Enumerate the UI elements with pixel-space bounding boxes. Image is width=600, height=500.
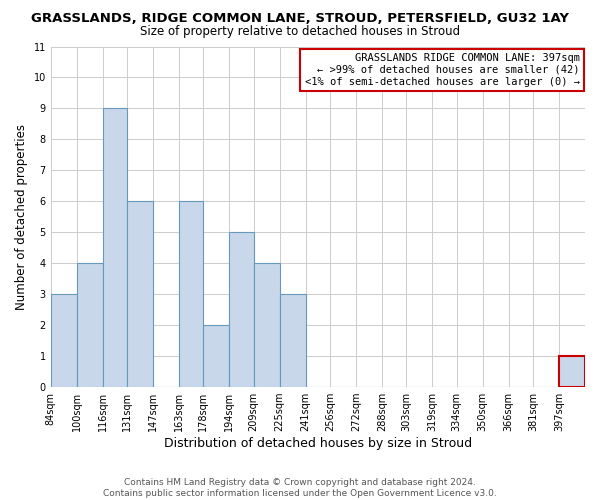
Bar bbox=[559, 356, 585, 387]
Text: Size of property relative to detached houses in Stroud: Size of property relative to detached ho… bbox=[140, 25, 460, 38]
Bar bbox=[50, 294, 77, 387]
Bar bbox=[127, 202, 153, 387]
Bar bbox=[179, 202, 203, 387]
Bar bbox=[280, 294, 305, 387]
Bar bbox=[103, 108, 127, 387]
Y-axis label: Number of detached properties: Number of detached properties bbox=[15, 124, 28, 310]
Text: GRASSLANDS, RIDGE COMMON LANE, STROUD, PETERSFIELD, GU32 1AY: GRASSLANDS, RIDGE COMMON LANE, STROUD, P… bbox=[31, 12, 569, 26]
Bar bbox=[77, 263, 103, 387]
Bar bbox=[229, 232, 254, 387]
Text: GRASSLANDS RIDGE COMMON LANE: 397sqm
← >99% of detached houses are smaller (42)
: GRASSLANDS RIDGE COMMON LANE: 397sqm ← >… bbox=[305, 54, 580, 86]
Bar bbox=[203, 325, 229, 387]
Text: Contains HM Land Registry data © Crown copyright and database right 2024.
Contai: Contains HM Land Registry data © Crown c… bbox=[103, 478, 497, 498]
X-axis label: Distribution of detached houses by size in Stroud: Distribution of detached houses by size … bbox=[164, 437, 472, 450]
Bar bbox=[254, 263, 280, 387]
